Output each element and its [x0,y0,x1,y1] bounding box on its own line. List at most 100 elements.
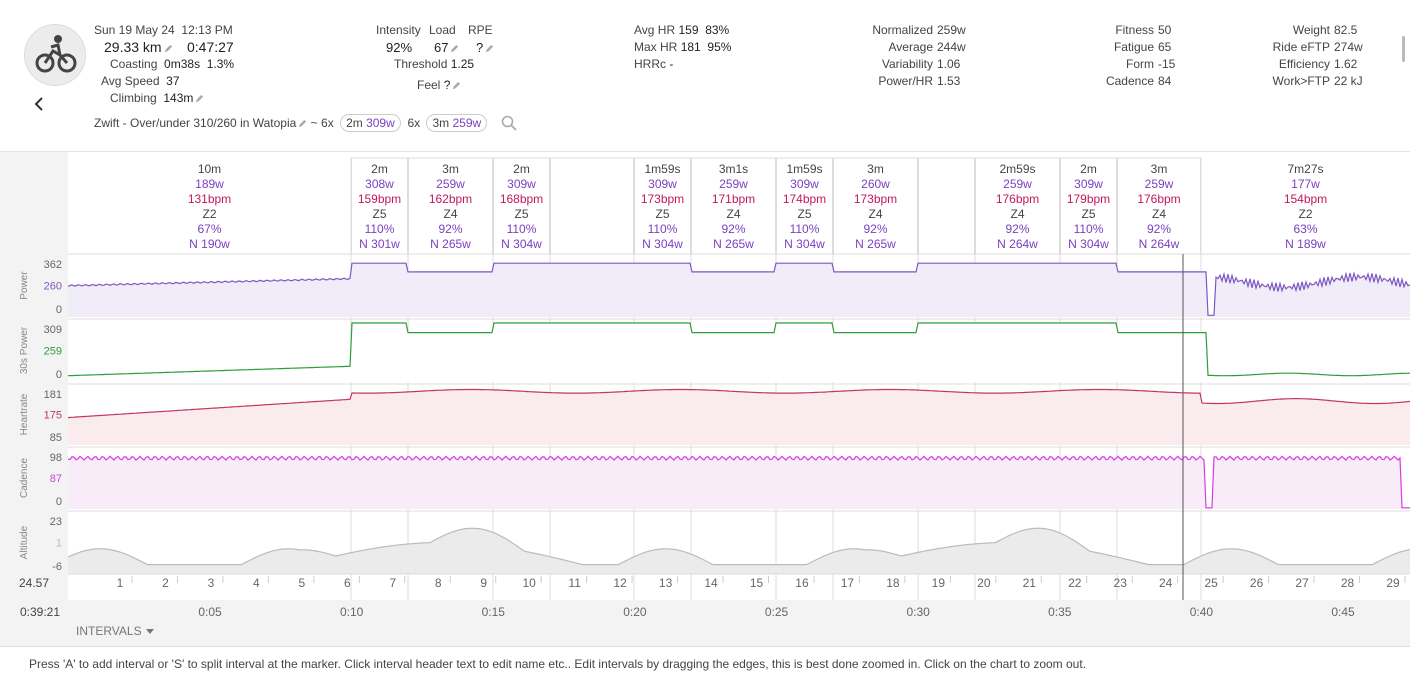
interval-header-10[interactable] [918,157,975,255]
interval-pct: 92% [1147,222,1171,236]
track-tick-mid: 87 [50,473,62,485]
activity-type-avatar [24,24,86,86]
activity-date: Sun 19 May 24 [94,23,175,37]
avg-speed-label: Avg Speed [101,74,160,88]
work-ftp-label: Work>FTP [1272,74,1330,88]
track-fill-1 [68,323,1410,382]
help-text: Press 'A' to add interval or 'S' to spli… [0,646,1410,692]
km-label: 9 [480,576,487,590]
track-tick-min: 85 [50,432,62,444]
cadence-label: Cadence [1105,74,1154,88]
interval-header-9[interactable] [833,157,918,255]
climbing-stat[interactable]: Climbing 143m [110,91,204,105]
interval-header-14[interactable] [1201,158,1410,254]
threshold-value: 1.25 [450,57,475,71]
track-label-power: Power [19,271,30,300]
climbing-label: Climbing [110,91,157,105]
interval-np: N 304w [642,237,683,251]
interval-zone: Z5 [655,207,669,221]
distance-value[interactable]: 29.33 km [104,39,173,55]
workout-name[interactable]: Zwift - Over/under 310/260 in Watopia [94,116,297,130]
km-label: 20 [977,576,991,590]
variability-value: 1.06 [937,57,961,71]
time-label: 0:45 [1331,605,1355,619]
track-tick-min: 0 [56,304,62,316]
interval-dur: 2m59s [999,162,1035,176]
track-fill-2 [68,389,1410,445]
back-button[interactable] [28,92,50,114]
interval-header-1[interactable] [68,158,351,254]
interval-np: N 304w [1068,237,1109,251]
track-tick-min: -6 [52,561,62,573]
track-tick-min: 0 [56,496,62,508]
header-scrollbar[interactable] [1402,36,1405,62]
track-tick-max: 98 [50,452,62,464]
activity-header: Sun 19 May 24 12:13 PM 29.33 km 0:47:27 … [0,0,1410,152]
coasting-stat: Coasting 0m38s 1.3% [110,57,234,71]
interval-hr: 159bpm [358,192,401,206]
interval-dur: 3m [867,162,884,176]
tilde-sep: ~ [310,116,318,130]
track-line-4 [67,527,1410,566]
coasting-label: Coasting [110,57,158,71]
interval-pct: 92% [863,222,887,236]
km-label: 28 [1341,576,1355,590]
track-tick-mid: 1 [56,538,62,550]
interval-np: N 264w [997,237,1038,251]
rpe-text: ? [476,40,484,55]
track-line-3 [67,455,1410,509]
track-tick-min: 0 [56,369,62,381]
interval-header-12[interactable] [1060,157,1117,255]
interval-header-5[interactable] [550,157,634,255]
climbing-value: 143m [163,91,194,105]
intervals-toggle[interactable]: INTERVALS [76,624,155,638]
interval-np: N 304w [501,237,542,251]
track-label-heartrate: Heartrate [19,393,30,435]
interval-np: N 189w [1285,237,1326,251]
load-text: 67 [434,40,449,55]
feel-label: Feel [417,78,441,92]
interval-dur: 3m1s [719,162,748,176]
km-start: 24.57 [19,576,49,590]
pencil-icon [486,44,494,53]
pencil-icon [299,119,307,128]
interval-hr: 131bpm [188,192,231,206]
km-label: 6 [344,576,351,590]
interval-power: 177w [1291,177,1320,191]
interval-power: 259w [1145,177,1174,191]
interval-hr: 174bpm [783,192,826,206]
interval-np: N 304w [784,237,825,251]
interval-dur: 1m59s [786,162,822,176]
km-label: 10 [522,576,536,590]
interval-header-13[interactable] [1117,157,1201,255]
max-hr-stat: Max HR 181 95% [634,40,731,54]
track-label-30s-power: 30s Power [19,326,30,374]
interval-pct: 110% [648,222,678,236]
search-icon[interactable] [501,115,517,131]
set1-power: 309w [366,116,395,130]
avg-hr-stat: Avg HR 159 83% [634,23,729,37]
feel-stat[interactable]: Feel ? [417,78,461,92]
pencil-icon [164,44,172,53]
activity-charts[interactable]: 10m 189w 131bpm Z2 67% N 190w 2m 308w 159bpm Z5 11… [0,152,1410,624]
max-hr-value: 181 [680,40,701,54]
interval-power: 308w [365,177,394,191]
set2-pill[interactable]: 3m 259w [426,114,488,132]
avg-hr-value: 159 [678,23,699,37]
set1-pill[interactable]: 2m 309w [340,114,401,132]
intensity-value: 92% [386,40,413,55]
form-label: Form [1126,57,1154,71]
coasting-pct: 1.3% [206,57,235,71]
load-value[interactable]: 67 [434,40,459,55]
interval-header-11[interactable] [975,157,1060,255]
interval-zone: Z5 [797,207,811,221]
interval-power: 189w [195,177,224,191]
normalized-label: Normalized [872,23,933,37]
interval-pct: 67% [197,222,221,236]
rpe-value[interactable]: ? [476,40,494,55]
interval-zone: Z2 [1298,207,1312,221]
interval-dur: 2m [1080,162,1097,176]
work-ftp-value: 22 kJ [1334,74,1363,88]
intensity-label: Intensity [376,23,421,37]
